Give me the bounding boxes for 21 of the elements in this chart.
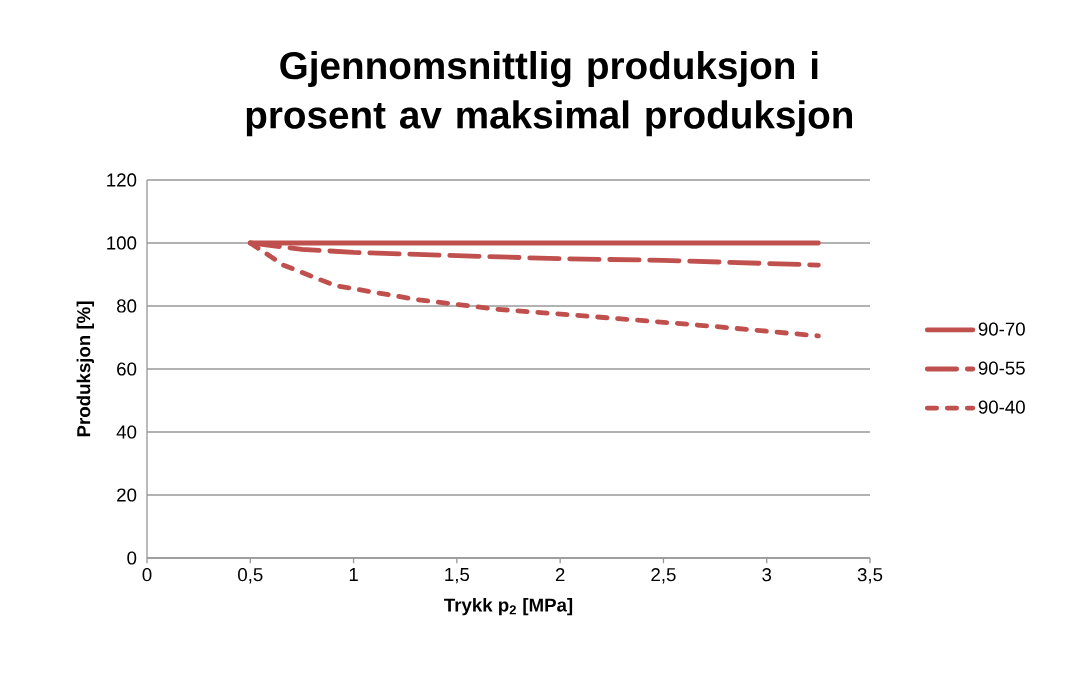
legend-label: 90-55: [978, 361, 1025, 375]
x-tick-label: 3,5: [857, 568, 883, 584]
x-tick-label: 1: [349, 568, 358, 581]
legend-label: 90-70: [978, 322, 1025, 336]
y-tick-label: 0: [127, 551, 137, 565]
x-tick-label: 0: [142, 568, 152, 582]
x-tick-label: 2: [555, 568, 565, 582]
y-tick-label: 40: [116, 425, 137, 439]
x-tick-label: 0,5: [238, 568, 263, 584]
chart-title: Gjennomsnittlig produksjon i prosent av maksimal produksjon: [246, 50, 853, 137]
y-axis-title: Produksjon [%]: [76, 301, 94, 437]
x-tick-label: 3: [762, 568, 772, 582]
x-axis-title: Trykk p$_{2}$ [MPa]: [444, 597, 573, 616]
y-tick-label: 120: [107, 173, 137, 187]
x-tick-label: 2,5: [651, 568, 676, 584]
x-tick-label: 1,5: [445, 568, 470, 584]
y-tick-label: 20: [117, 488, 137, 502]
y-tick-label: 60: [117, 362, 137, 376]
y-tick-label: 100: [107, 236, 137, 250]
legend-label: 90-40: [978, 400, 1025, 414]
y-tick-label: 80: [117, 299, 137, 313]
